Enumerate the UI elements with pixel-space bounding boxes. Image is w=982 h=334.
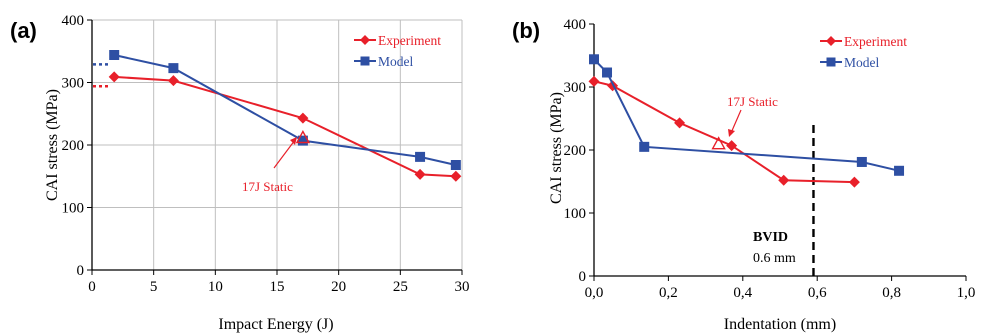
- data-point-model: [168, 63, 179, 74]
- y-tick-label: 200: [564, 143, 587, 159]
- panel-a: (a) 0 100 200 300 400 0 5 10 15 20 25 30 Impact En…: [10, 13, 470, 333]
- panel-b-annotation-arrowhead: [728, 129, 735, 137]
- y-tick-label: 100: [564, 206, 587, 222]
- data-point-model: [589, 54, 599, 65]
- series-line-model: [593, 58, 900, 172]
- panel-a-gridlines: [92, 19, 463, 270]
- panel-b-legend: Experiment Model: [820, 34, 907, 70]
- legend-model-marker: [826, 57, 836, 67]
- x-tick-label: 20: [331, 279, 346, 295]
- panel-b-label: (b): [512, 18, 540, 43]
- x-tick-label: 0,0: [585, 285, 604, 301]
- x-tick-label: 0,6: [808, 285, 827, 301]
- panel-b-axes: [589, 23, 967, 281]
- x-tick-label: 15: [270, 279, 285, 295]
- data-point-model: [639, 141, 650, 152]
- data-point-model: [602, 67, 613, 78]
- data-point-experiment: [108, 71, 120, 83]
- y-tick-label: 400: [564, 17, 587, 33]
- legend-model-label: Model: [844, 55, 879, 70]
- panel-b-extras: [711, 136, 726, 150]
- panel-b-annotation-arrow: [730, 109, 742, 134]
- legend-experiment-marker: [826, 36, 836, 46]
- y-tick-label: 300: [564, 80, 587, 96]
- panel-a-legend: Experiment Model: [354, 33, 441, 69]
- series-line-experiment: [114, 75, 456, 178]
- data-point-experiment: [588, 75, 600, 87]
- panel-a-annotation-17j-static: 17J Static: [242, 179, 293, 194]
- y-tick-label: 100: [62, 201, 85, 217]
- data-point-experiment: [674, 117, 686, 129]
- panel-a-series: [108, 50, 462, 182]
- panel-b-x-tick-labels: 0,0 0,2 0,4 0,6 0,8 1,0: [585, 285, 976, 301]
- data-point-experiment: [297, 112, 309, 124]
- panel-b-y-tick-labels: 0 100 200 300 400: [564, 17, 587, 285]
- static-test-point: [295, 130, 311, 144]
- panel-a-y-tick-labels: 0 100 200 300 400: [62, 13, 85, 279]
- x-tick-label: 0,4: [733, 285, 752, 301]
- x-tick-label: 10: [208, 279, 223, 295]
- panel-b-x-axis-label: Indentation (mm): [724, 316, 836, 333]
- data-point-model: [894, 165, 905, 176]
- panel-a-y-axis-label: CAI stress (MPa): [44, 89, 61, 201]
- panel-b-series: [588, 54, 905, 188]
- data-point-experiment: [848, 176, 860, 188]
- panel-b-bvid-value: 0.6 mm: [753, 251, 796, 266]
- x-tick-label: 5: [150, 279, 158, 295]
- y-tick-label: 400: [62, 13, 85, 29]
- data-point-model: [415, 151, 426, 162]
- data-point-model: [297, 135, 308, 146]
- series-line-experiment: [593, 80, 855, 184]
- panel-a-axes: [87, 19, 463, 275]
- panel-b-bvid-label: BVID: [753, 230, 788, 245]
- data-point-experiment: [726, 140, 738, 152]
- static-test-point: [711, 136, 726, 150]
- data-point-model: [856, 156, 867, 167]
- data-point-experiment: [778, 174, 790, 186]
- panel-a-annotation-arrow: [273, 139, 296, 169]
- x-tick-label: 0: [88, 279, 96, 295]
- data-point-experiment: [167, 75, 179, 87]
- panel-b: (b) 0 100 200 300 400 0,0 0,2 0,4 0,6 0,8 1,0 Ind…: [512, 17, 975, 333]
- x-tick-label: 25: [393, 279, 408, 295]
- panel-a-x-tick-labels: 0 5 10 15 20 25 30: [88, 279, 469, 295]
- panel-a-annotation-arrowhead: [290, 137, 297, 145]
- panel-b-annotation-17j-static: 17J Static: [727, 94, 778, 109]
- legend-experiment-label: Experiment: [378, 33, 441, 48]
- legend-experiment-label: Experiment: [844, 34, 907, 49]
- panel-a-label: (a): [10, 18, 37, 43]
- panel-b-y-axis-label: CAI stress (MPa): [548, 92, 565, 204]
- data-point-experiment: [414, 168, 426, 180]
- x-tick-label: 30: [455, 279, 470, 295]
- legend-model-marker: [360, 56, 370, 66]
- x-tick-label: 0,8: [882, 285, 901, 301]
- series-line-model: [113, 54, 457, 166]
- y-tick-label: 200: [62, 138, 85, 154]
- data-point-experiment: [450, 170, 462, 182]
- x-tick-label: 1,0: [957, 285, 976, 301]
- y-tick-label: 0: [579, 269, 587, 285]
- panel-a-extras: [93, 63, 311, 144]
- x-tick-label: 0,2: [659, 285, 678, 301]
- y-tick-label: 0: [77, 263, 85, 279]
- data-point-model: [450, 160, 461, 170]
- legend-experiment-marker: [360, 35, 370, 45]
- y-tick-label: 300: [62, 76, 85, 92]
- legend-model-label: Model: [378, 54, 413, 69]
- panel-a-x-axis-label: Impact Energy (J): [218, 316, 333, 333]
- data-point-model: [109, 50, 120, 60]
